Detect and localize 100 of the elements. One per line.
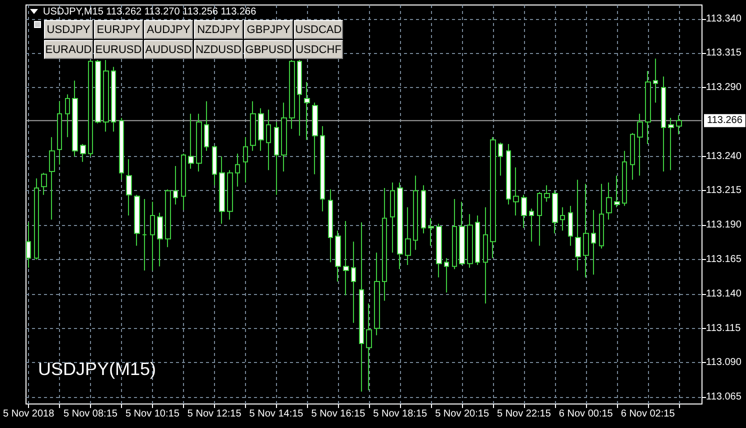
candlestick [405,206,411,266]
candlestick [181,153,186,211]
annotation: USDJPY(M15) [38,359,156,379]
candlestick [359,222,364,392]
symbol-button[interactable]: NZDJPY [194,20,243,39]
candlestick [351,241,356,324]
x-tick-label: 5 Nov 18:15 [373,408,428,420]
candlestick [196,113,202,172]
candlestick [552,190,558,234]
candlestick [421,184,426,234]
candlestick [483,206,488,304]
candlestick [266,109,271,171]
candlestick [95,60,101,124]
candlestick [65,94,70,138]
candlestick [583,183,589,278]
candlestick [126,158,132,216]
candlestick [134,194,140,246]
candlestick [475,215,480,266]
candlestick [614,175,620,208]
symbol-button[interactable]: AUDUSD [144,40,193,59]
candlestick [676,114,682,135]
y-tick-label: 113.215 [706,185,742,196]
candlestick [111,66,116,132]
candlestick [459,201,465,266]
x-tick-label: 5 Nov 22:15 [497,408,552,420]
candlestick [157,212,163,267]
x-tick-label: 5 Nov 20:15 [435,408,490,420]
x-tick-label: 5 Nov 12:15 [187,408,242,420]
candlestick [622,150,627,206]
candlestick [513,166,519,216]
candlestick [250,100,256,152]
candlestick [661,76,666,172]
candlestick [103,60,109,132]
symbol-button[interactable]: NZDUSD [194,40,243,59]
y-tick-label: 113.315 [706,48,742,59]
symbol-button[interactable]: EURUSD [94,40,143,59]
candlestick [150,201,155,272]
y-tick-label: 113.165 [706,254,742,266]
symbol-button[interactable]: GBPJPY [244,20,293,39]
candlestick [390,182,395,254]
candlestick [382,187,387,302]
candlestick [521,194,527,228]
candlestick [212,144,217,186]
candlestick [637,113,643,176]
candlestick [537,192,542,246]
y-tick-label: 113.090 [706,357,742,368]
candlestick [506,143,511,205]
candlestick [258,108,264,152]
x-tick-label: 5 Nov 08:15 [64,408,118,420]
candlestick [374,252,380,336]
candlestick [119,117,124,180]
candlestick [413,175,418,250]
symbol-button[interactable]: USDCAD [294,20,343,39]
x-tick-label: 6 Nov 00:15 [558,408,614,420]
ref-line-label: 113.266 [707,115,743,126]
candlestick [227,170,233,220]
candlestick [343,220,349,296]
candlestick [653,58,658,104]
candlestick [243,136,248,183]
candlestick [49,136,55,220]
candlestick [142,198,147,272]
candlestick [281,102,287,172]
candlestick [366,303,372,391]
y-tick-label: 113.065 [706,392,742,403]
candlestick [645,70,651,144]
candlestick [560,206,565,232]
candlestick [57,100,62,166]
symbol-button[interactable]: EURJPY [94,20,143,39]
candlestick [312,102,318,175]
symbol-button[interactable]: USDJPY [44,20,93,39]
x-tick-label: 5 Nov 16:15 [311,408,366,420]
candlestick [235,153,240,188]
y-tick-label: 113.340 [706,13,742,24]
candlestick [204,100,209,152]
symbol-button[interactable]: AUDJPY [144,20,193,39]
candlestick [436,223,442,278]
candlestick [452,198,457,270]
candlestick [72,80,78,157]
candlestick [320,126,325,212]
x-tick-label: 5 Nov 10:15 [125,408,180,420]
x-tick-label: 5 Nov 14:15 [249,408,304,420]
candlestick [397,182,403,270]
candlestick [274,121,279,196]
candlestick [328,188,333,263]
candlestick [297,60,302,136]
y-tick-label: 113.140 [706,288,742,300]
candlestick [467,214,473,268]
symbol-button[interactable]: USDCHF [294,40,343,59]
candlestick [606,182,612,220]
candlestick [34,178,39,260]
candlestick [529,208,534,242]
candlestick [599,183,604,250]
candlestick [444,258,449,294]
candlestick [289,60,295,130]
candlestick [41,172,47,196]
symbol-button[interactable]: EURAUD [44,40,93,59]
symbol-button[interactable]: GBPUSD [244,40,293,59]
y-tick-label: 113.190 [706,220,742,231]
candlestick [188,113,194,170]
candlestick [428,218,434,246]
